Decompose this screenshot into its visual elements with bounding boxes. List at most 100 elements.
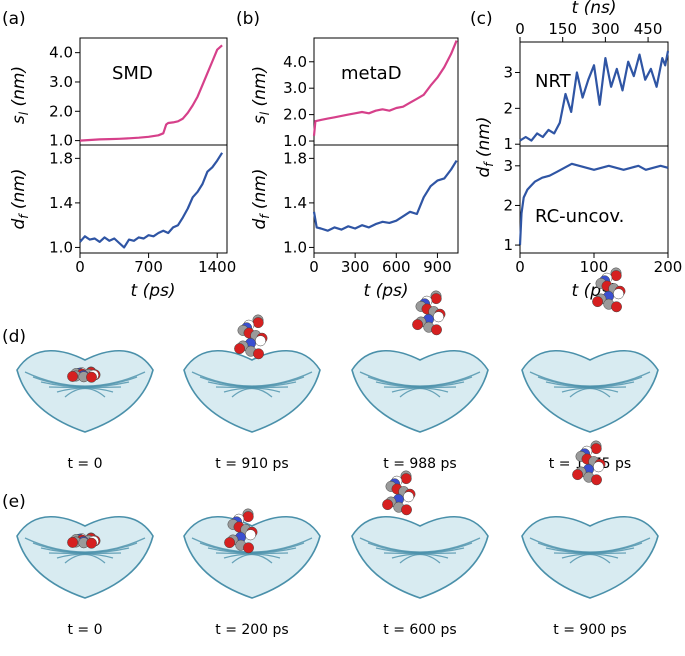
snapshot-caption: t = 910 ps (215, 456, 288, 472)
snapshot-e-3: t = 600 ps (351, 470, 489, 638)
panel-b-top-ylabel: sl (nm) (250, 66, 272, 124)
snapshot-d-1: t = 0 (16, 349, 154, 472)
panel-b-xtick-label: 300 (341, 258, 370, 276)
panel-a-annotation: SMD (112, 63, 153, 84)
snapshot-e-1: t = 0 (16, 515, 154, 638)
protein-dimer (16, 515, 154, 599)
protein-strand (231, 553, 273, 564)
row-label-d: (d) (2, 327, 26, 347)
panel-b: 1.0 2.0 3.0 4.0 1.0 1.4 1.8 0 300 600 900 metaD s… (250, 37, 459, 301)
ligand-atom (611, 301, 622, 313)
panel-c-bottom-ytick-label: 3 (503, 157, 513, 175)
ligand-atom (400, 473, 412, 485)
ligand-atom (86, 371, 97, 383)
panel-a-top-ylabel: sl (nm) (9, 66, 31, 124)
panel-c-bottom-ytick-label: 2 (503, 196, 513, 214)
panel-a-df-line (79, 152, 224, 249)
panel-c-top-ytick-label: 3 (503, 63, 513, 81)
panel-b-top-ytick-label: 4.0 (283, 53, 307, 71)
panel-b-top-ytick-label: 1.0 (283, 132, 307, 150)
panel-c-bottom-xtick-label: 200 (654, 258, 683, 276)
panel-c-top-xtick-label: 450 (634, 20, 663, 38)
ligand-atom (613, 288, 624, 300)
panel-b-top-ytick-label: 3.0 (283, 79, 307, 97)
panel-c-bottom-ytick-label: 1 (503, 236, 513, 254)
protein-dimer (521, 349, 659, 433)
panel-a-top-frame (79, 37, 228, 146)
panel-a-bottom-frame (79, 144, 228, 254)
ligand-atom (593, 461, 604, 473)
panel-c-top-xlabel: t (ns) (572, 0, 617, 18)
panel-c-top-frame (519, 41, 669, 147)
ligand-atom (243, 542, 254, 554)
panel-c-bottom-frame (519, 145, 669, 254)
ligand-atom (412, 319, 424, 331)
protein-dimer (521, 515, 659, 599)
protein-dimer (351, 349, 489, 433)
ligand-atom (572, 469, 584, 481)
panel-c-top-xtick-label: 150 (548, 20, 577, 38)
protein-strand (569, 553, 611, 564)
protein-strand (64, 553, 106, 564)
panel-c-top-ytick-label: 2 (503, 99, 513, 117)
panel-a-top-ytick-label: 4.0 (49, 44, 73, 62)
protein-strand (399, 387, 441, 398)
panel-c-bottom-annotation: RC-uncov. (535, 206, 624, 227)
ligand-atom (430, 293, 442, 305)
panel-label-b: (b) (236, 9, 260, 29)
panel-b-bottom-ytick-label: 1.0 (283, 238, 307, 256)
panel-a-bottom-ytick-label: 1.4 (49, 194, 73, 212)
panel-b-annotation: metaD (341, 63, 402, 84)
snapshot-caption: t = 0 (67, 622, 102, 638)
panel-label-a: (a) (2, 9, 26, 29)
protein-strand (569, 387, 611, 398)
snapshot-caption: t = 600 ps (383, 622, 456, 638)
panel-c-top-annotation: NRT (535, 71, 572, 92)
panel-a: 1.0 2.0 3.0 4.0 1.0 1.4 1.8 0 700 1400 SMD sl (n… (9, 37, 236, 301)
snapshot-d-4: t = 1275 ps (521, 267, 659, 472)
snapshot-e-4: t = 900 ps (521, 440, 659, 638)
ligand-atom (67, 370, 79, 382)
panel-a-sl-line (79, 44, 223, 142)
panel-b-bottom-frame (313, 144, 459, 254)
panel-a-top-ytick-label: 3.0 (49, 73, 73, 91)
ligand-atom (592, 296, 604, 308)
ligand-atom (403, 491, 414, 503)
panel-c-bottom-xtick-label: 0 (515, 258, 525, 276)
snapshot-caption: t = 900 ps (553, 622, 626, 638)
panel-a-top-ytick-label: 2.0 (49, 102, 73, 120)
panel-b-xtick-label: 0 (309, 258, 319, 276)
protein-dimer (16, 349, 154, 433)
snapshot-caption: t = 0 (67, 456, 102, 472)
panel-b-bottom-ytick-label: 1.4 (283, 194, 307, 212)
panel-a-xtick-label: 1400 (198, 258, 236, 276)
panel-b-bottom-ylabel: df (nm) (250, 168, 272, 229)
panel-c-ylabel: df (nm) (474, 116, 496, 177)
snapshot-d-3: t = 988 ps (351, 290, 489, 472)
ligand-atom (590, 443, 602, 455)
protein-dimer (351, 515, 489, 599)
panel-label-c: (c) (470, 9, 493, 29)
panel-a-xtick-label: 700 (134, 258, 163, 276)
protein-strand (399, 553, 441, 564)
ligand-atom (224, 537, 236, 549)
panel-c-top-xtick-label: 0 (515, 20, 525, 38)
snapshot-e-2: t = 200 ps (183, 508, 321, 638)
snapshot-grid: t = 0 t = 910 ps t = 988 ps t = 1275 ps t = … (16, 267, 659, 638)
panel-b-xtick-label: 600 (382, 258, 411, 276)
ligand-atom (242, 511, 254, 523)
protein-strand (64, 387, 106, 398)
panel-a-bottom-ylabel: df (nm) (9, 168, 31, 229)
ligand-atom (382, 499, 394, 511)
panel-a-top-ytick-label: 1.0 (49, 132, 73, 150)
panel-b-xlabel: t (ps) (364, 281, 409, 301)
ligand-atom (401, 504, 412, 516)
panel-a-bottom-ytick-label: 1.0 (49, 238, 73, 256)
panel-a-xtick-label: 0 (75, 258, 85, 276)
row-label-e: (e) (2, 492, 26, 512)
ligand-atom (255, 335, 266, 347)
panel-b-bottom-ytick-label: 1.8 (283, 149, 307, 167)
snapshot-d-2: t = 910 ps (183, 314, 321, 472)
protein-strand (231, 387, 273, 398)
